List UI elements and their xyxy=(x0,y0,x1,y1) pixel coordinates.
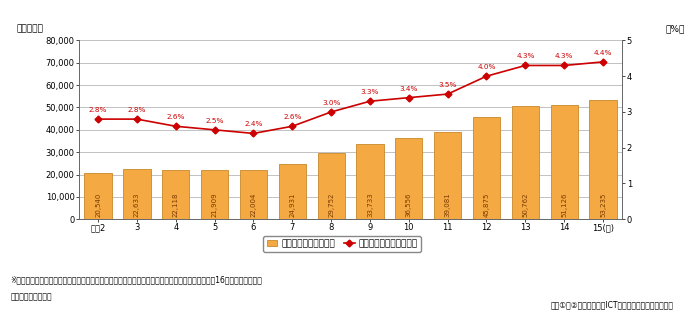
Text: 3.0%: 3.0% xyxy=(322,100,341,106)
Text: 2.6%: 2.6% xyxy=(283,114,302,120)
Text: 4.3%: 4.3% xyxy=(516,53,534,59)
Text: 24,931: 24,931 xyxy=(289,193,295,217)
Text: （%）: （%） xyxy=(666,24,684,33)
Text: 51,126: 51,126 xyxy=(561,193,567,217)
Text: 29,752: 29,752 xyxy=(328,193,334,217)
Bar xyxy=(162,170,189,219)
Text: 21,909: 21,909 xyxy=(211,193,218,217)
Bar xyxy=(278,164,306,219)
Bar xyxy=(317,153,345,219)
Text: 4.4%: 4.4% xyxy=(594,50,612,56)
Text: 36,556: 36,556 xyxy=(406,193,412,217)
Text: 3.3%: 3.3% xyxy=(360,89,379,95)
Text: （十億円）: （十億円） xyxy=(16,24,43,33)
Text: 4.0%: 4.0% xyxy=(477,64,496,70)
Bar xyxy=(240,170,267,219)
Text: 2.6%: 2.6% xyxy=(167,114,185,120)
Text: 33,733: 33,733 xyxy=(367,193,373,217)
Bar xyxy=(551,105,578,219)
Text: 2.8%: 2.8% xyxy=(89,107,107,113)
Bar xyxy=(123,169,150,219)
Text: ※　内閣府発表の民間資本ストックの総額が遡及改訂されたため、対民間資本ストック比率は平成16年版情報通信白書: ※ 内閣府発表の民間資本ストックの総額が遡及改訂されたため、対民間資本ストック比… xyxy=(10,275,262,284)
Text: 22,633: 22,633 xyxy=(134,193,140,217)
Text: 2.8%: 2.8% xyxy=(128,107,146,113)
Text: 22,004: 22,004 xyxy=(250,193,256,217)
Text: 2.4%: 2.4% xyxy=(244,121,263,127)
Text: 45,875: 45,875 xyxy=(484,193,490,217)
Text: 53,235: 53,235 xyxy=(600,193,606,217)
Text: 2.5%: 2.5% xyxy=(205,118,224,124)
Bar xyxy=(473,117,500,219)
Text: 39,081: 39,081 xyxy=(445,193,451,217)
Text: 22,118: 22,118 xyxy=(173,193,179,217)
Text: 4.3%: 4.3% xyxy=(555,53,573,59)
Bar xyxy=(356,144,384,219)
Bar xyxy=(395,137,423,219)
Text: 50,762: 50,762 xyxy=(523,193,528,217)
Text: 図表①、②　（出典）「ICTの経済分析に関する調査」: 図表①、② （出典）「ICTの経済分析に関する調査」 xyxy=(551,300,674,309)
Text: 3.5%: 3.5% xyxy=(438,82,457,88)
Bar xyxy=(85,173,111,219)
Legend: 情報通信資本ストック, 対民間資本ストック比率: 情報通信資本ストック, 対民間資本ストック比率 xyxy=(263,236,421,252)
Text: 3.4%: 3.4% xyxy=(399,86,418,91)
Bar xyxy=(201,170,228,219)
Bar xyxy=(590,100,616,219)
Text: とは一部異なる: とは一部異なる xyxy=(10,292,52,301)
Bar xyxy=(512,106,539,219)
Bar xyxy=(434,132,461,219)
Text: 20,540: 20,540 xyxy=(95,193,101,217)
